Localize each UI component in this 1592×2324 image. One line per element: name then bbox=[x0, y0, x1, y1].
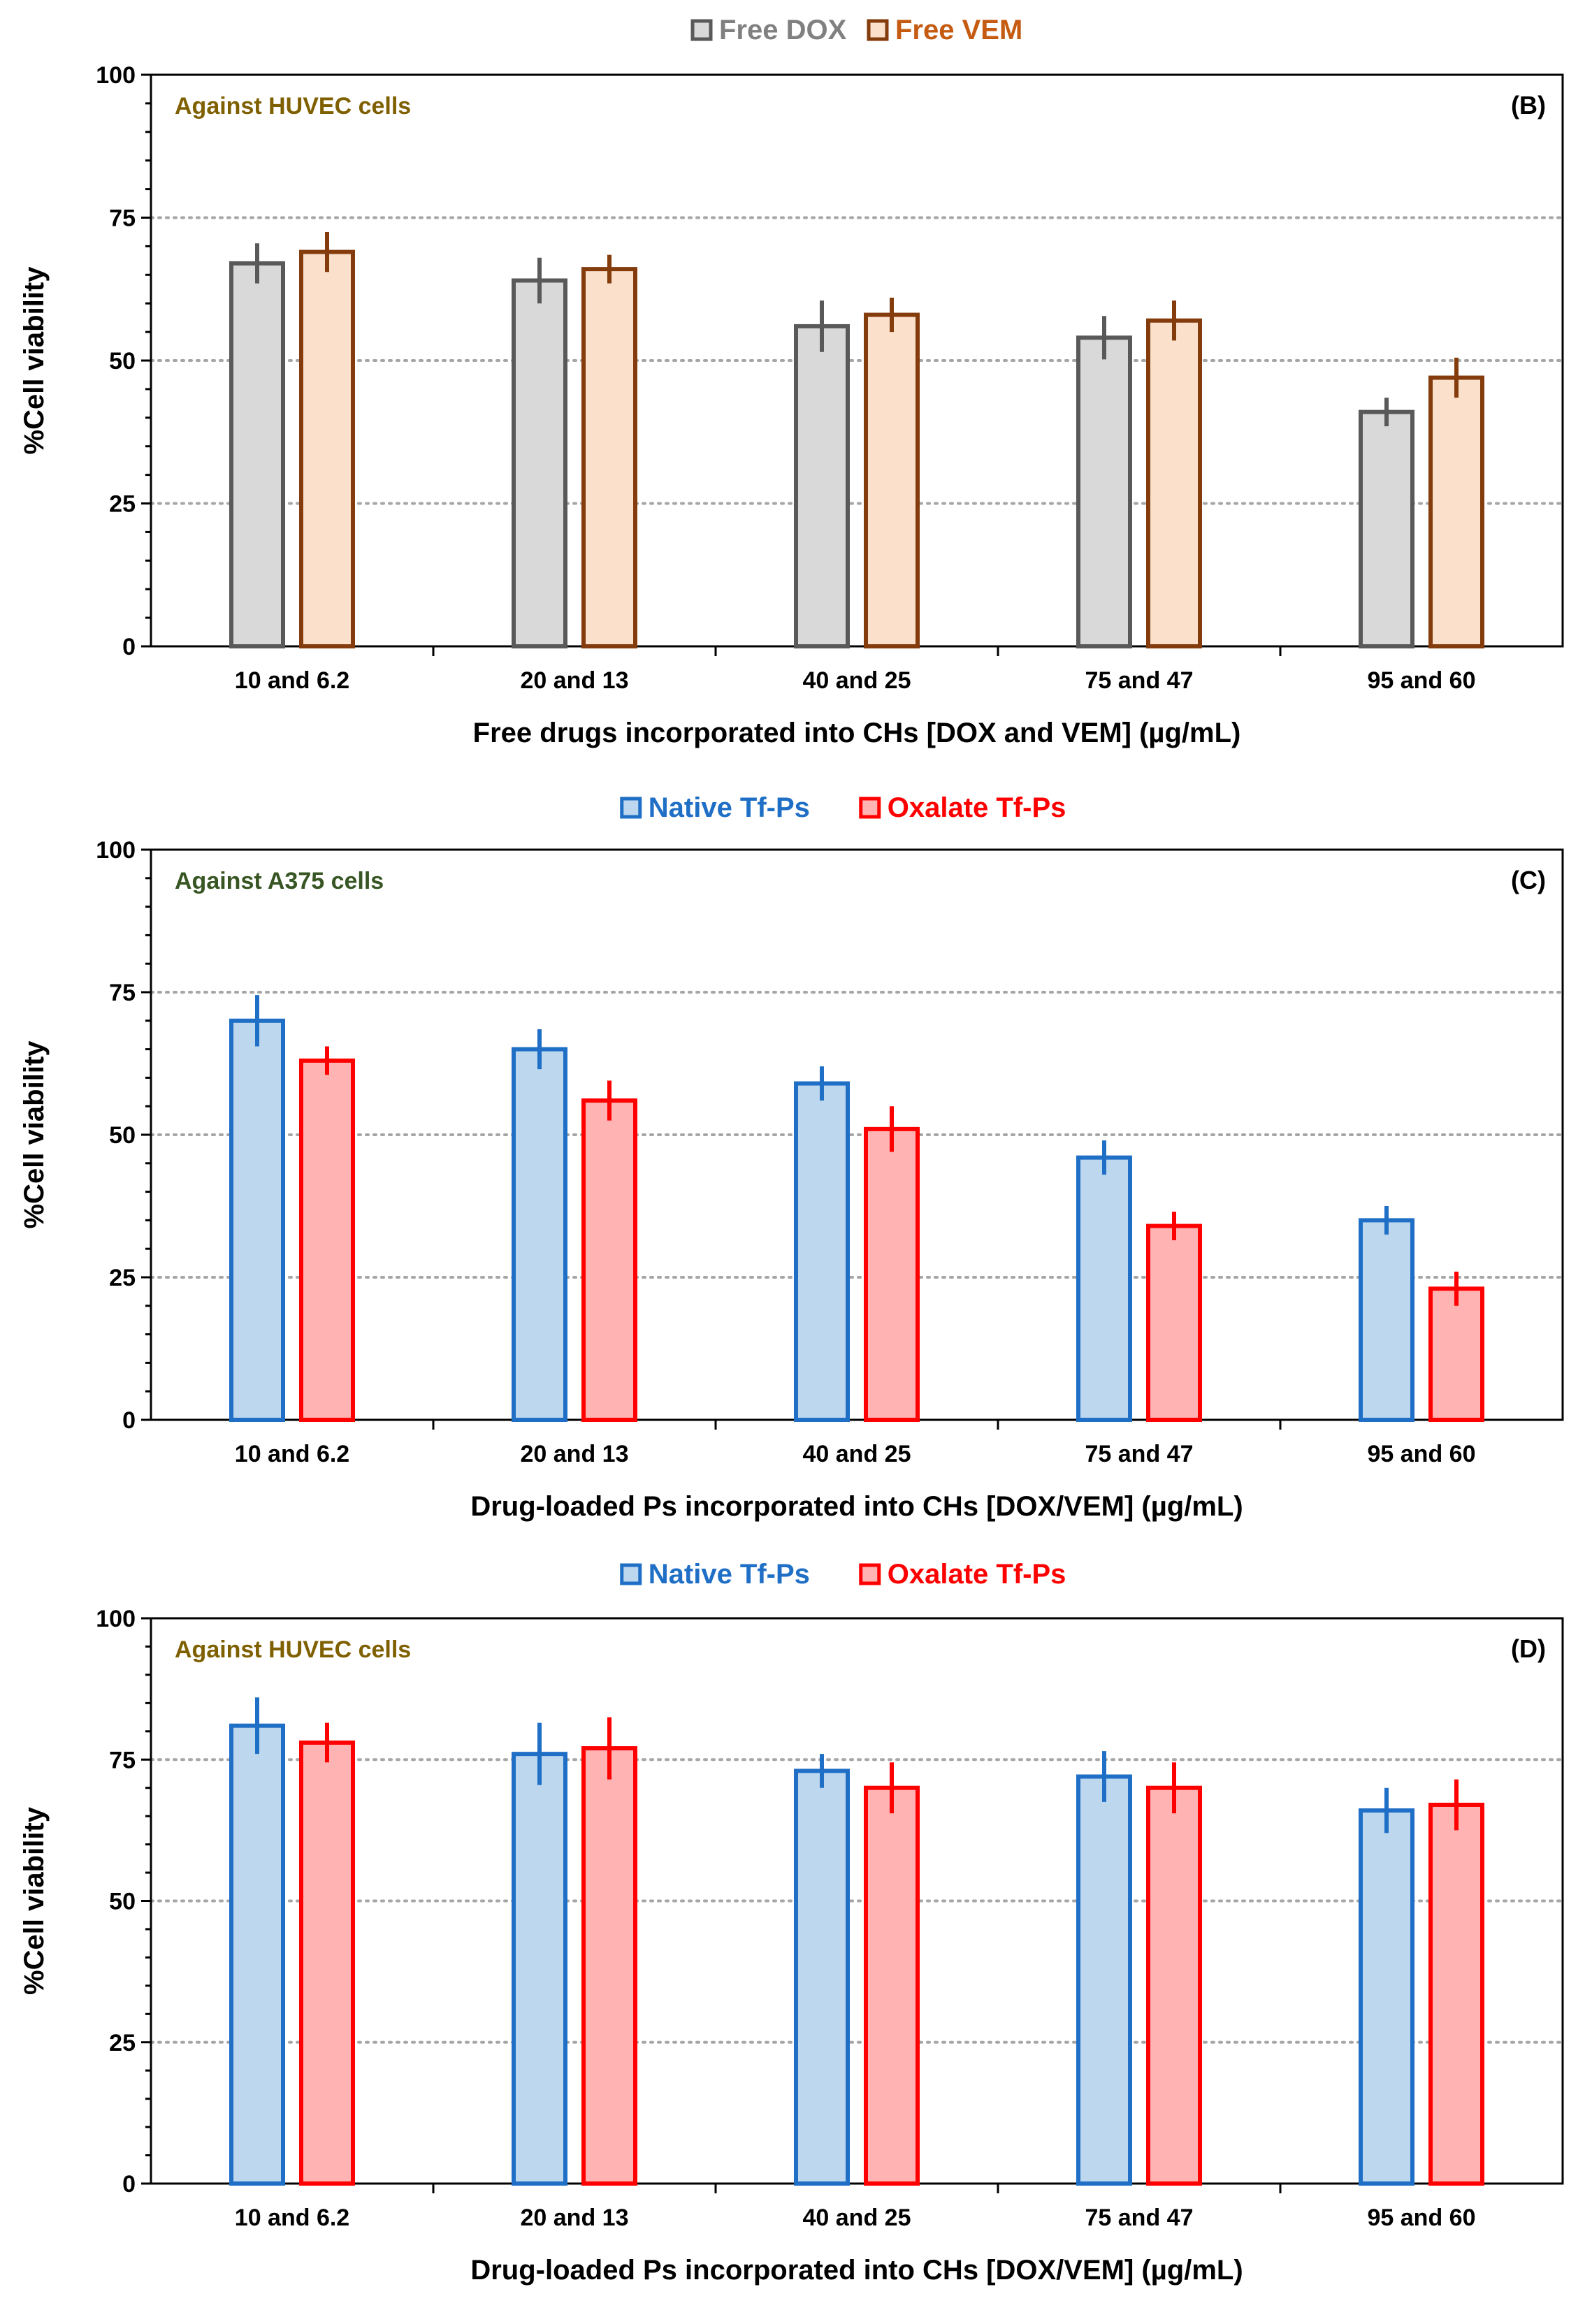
x-tick-label: 75 and 47 bbox=[1085, 1441, 1194, 1467]
bar-free-vem-5 bbox=[1428, 375, 1484, 648]
bar-free-vem-4 bbox=[1146, 318, 1202, 648]
panel-tag: (B) bbox=[1511, 91, 1546, 119]
cell-line-annotation: Against HUVEC cells bbox=[175, 1636, 411, 1663]
y-tick-label: 75 bbox=[109, 980, 136, 1006]
x-tick-label: 95 and 60 bbox=[1368, 2205, 1476, 2231]
x-tick-label: 10 and 6.2 bbox=[235, 2205, 349, 2231]
y-tick-label: 100 bbox=[96, 62, 136, 89]
bar-oxalate-tf-ps-5 bbox=[1428, 1802, 1484, 2186]
bar-oxalate-tf-ps-4 bbox=[1146, 1785, 1202, 2186]
legend-label: Free VEM bbox=[895, 15, 1022, 45]
y-tick-label: 75 bbox=[109, 205, 136, 232]
y-tick-label: 25 bbox=[109, 491, 136, 518]
bar-native-tf-ps-1 bbox=[229, 1723, 285, 2186]
bar-oxalate-tf-ps-3 bbox=[864, 1785, 920, 2186]
chart-panel-1: 0 25 50 75 100 10 and 6.2 20 and 13 40 and 25 75… bbox=[19, 15, 1564, 748]
y-tick-label: 0 bbox=[122, 2171, 136, 2198]
x-tick-label: 20 and 13 bbox=[521, 1441, 629, 1467]
x-tick-label: 40 and 25 bbox=[803, 2205, 911, 2231]
y-axis-label: %Cell viability bbox=[19, 1040, 50, 1229]
x-tick-label: 95 and 60 bbox=[1368, 667, 1476, 694]
x-axis-label: Drug-loaded Ps incorporated into CHs [DO… bbox=[470, 1491, 1243, 1522]
bar-free-dox-5 bbox=[1359, 409, 1414, 648]
cell-line-annotation: Against A375 cells bbox=[175, 868, 384, 894]
bar-oxalate-tf-ps-4 bbox=[1146, 1223, 1202, 1423]
legend: Native Tf-Ps Oxalate Tf-Ps bbox=[620, 1559, 1066, 1590]
chart-panel-2: 0 25 50 75 100 10 and 6.2 20 and 13 40 and 25 75… bbox=[19, 792, 1564, 1522]
y-tick-label: 0 bbox=[122, 1407, 136, 1434]
bar-oxalate-tf-ps-2 bbox=[581, 1098, 637, 1423]
x-tick-label: 10 and 6.2 bbox=[235, 1441, 349, 1467]
bar-native-tf-ps-4 bbox=[1076, 1774, 1132, 2186]
bar-free-dox-1 bbox=[229, 261, 285, 648]
bar-oxalate-tf-ps-2 bbox=[581, 1746, 637, 2186]
bar-native-tf-ps-5 bbox=[1359, 1218, 1414, 1423]
bar-free-dox-3 bbox=[794, 324, 850, 648]
legend-swatch bbox=[859, 1563, 881, 1585]
bar-native-tf-ps-3 bbox=[794, 1081, 850, 1423]
legend-swatch bbox=[690, 19, 713, 41]
bar-oxalate-tf-ps-3 bbox=[864, 1126, 920, 1422]
y-tick-label: 75 bbox=[109, 1747, 136, 1773]
bar-native-tf-ps-2 bbox=[512, 1047, 567, 1422]
x-tick-label: 10 and 6.2 bbox=[235, 667, 349, 694]
x-tick-label: 40 and 25 bbox=[803, 667, 911, 694]
legend-swatch bbox=[620, 1563, 642, 1585]
cell-line-annotation: Against HUVEC cells bbox=[175, 93, 411, 119]
legend-label: Oxalate Tf-Ps bbox=[888, 1559, 1066, 1590]
x-axis-label: Free drugs incorporated into CHs [DOX an… bbox=[473, 718, 1241, 748]
y-tick-label: 50 bbox=[109, 1889, 136, 1915]
panel-tag: (C) bbox=[1511, 866, 1546, 894]
bar-oxalate-tf-ps-1 bbox=[299, 1740, 355, 2186]
legend-label: Oxalate Tf-Ps bbox=[888, 792, 1066, 823]
y-tick-label: 25 bbox=[109, 2030, 136, 2056]
legend-label: Native Tf-Ps bbox=[649, 1559, 810, 1590]
legend: Free DOX Free VEM bbox=[690, 15, 1022, 45]
bar-native-tf-ps-4 bbox=[1076, 1155, 1132, 1422]
y-tick-label: 0 bbox=[122, 634, 136, 660]
x-tick-label: 20 and 13 bbox=[521, 667, 629, 694]
y-tick-label: 100 bbox=[96, 1606, 136, 1632]
bar-native-tf-ps-3 bbox=[794, 1769, 850, 2186]
bar-free-dox-2 bbox=[512, 278, 567, 649]
legend-label: Free DOX bbox=[719, 15, 847, 45]
y-tick-label: 50 bbox=[109, 348, 136, 375]
x-tick-label: 40 and 25 bbox=[803, 1441, 911, 1467]
bar-free-vem-1 bbox=[299, 249, 355, 648]
y-tick-label: 100 bbox=[96, 837, 136, 864]
x-tick-label: 75 and 47 bbox=[1085, 2205, 1194, 2231]
x-axis-label: Drug-loaded Ps incorporated into CHs [DO… bbox=[470, 2255, 1243, 2286]
bar-free-vem-2 bbox=[581, 267, 637, 648]
bar-native-tf-ps-2 bbox=[512, 1752, 567, 2186]
legend-swatch bbox=[620, 797, 642, 819]
x-tick-label: 20 and 13 bbox=[521, 2205, 629, 2231]
y-tick-label: 50 bbox=[109, 1122, 136, 1149]
y-tick-label: 25 bbox=[109, 1265, 136, 1291]
legend-swatch bbox=[867, 19, 889, 41]
bar-native-tf-ps-1 bbox=[229, 1018, 285, 1423]
y-axis-label: %Cell viability bbox=[19, 1806, 50, 1995]
legend-swatch bbox=[859, 797, 881, 819]
panel-tag: (D) bbox=[1511, 1634, 1546, 1663]
bar-native-tf-ps-5 bbox=[1359, 1808, 1414, 2186]
chart-panel-3: 0 25 50 75 100 10 and 6.2 20 and 13 40 and 25 75… bbox=[19, 1559, 1564, 2286]
legend-label: Native Tf-Ps bbox=[649, 792, 810, 823]
bar-oxalate-tf-ps-5 bbox=[1428, 1286, 1484, 1422]
x-tick-label: 75 and 47 bbox=[1085, 667, 1194, 694]
legend: Native Tf-Ps Oxalate Tf-Ps bbox=[620, 792, 1066, 823]
x-tick-label: 95 and 60 bbox=[1368, 1441, 1476, 1467]
bar-oxalate-tf-ps-1 bbox=[299, 1058, 355, 1423]
bar-free-dox-4 bbox=[1076, 335, 1132, 648]
y-axis-label: %Cell viability bbox=[19, 266, 50, 455]
bar-free-vem-3 bbox=[864, 312, 920, 648]
